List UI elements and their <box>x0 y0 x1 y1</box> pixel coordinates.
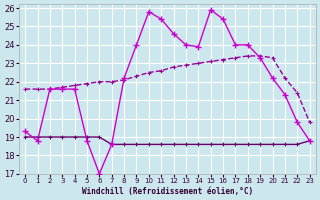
X-axis label: Windchill (Refroidissement éolien,°C): Windchill (Refroidissement éolien,°C) <box>82 187 253 196</box>
